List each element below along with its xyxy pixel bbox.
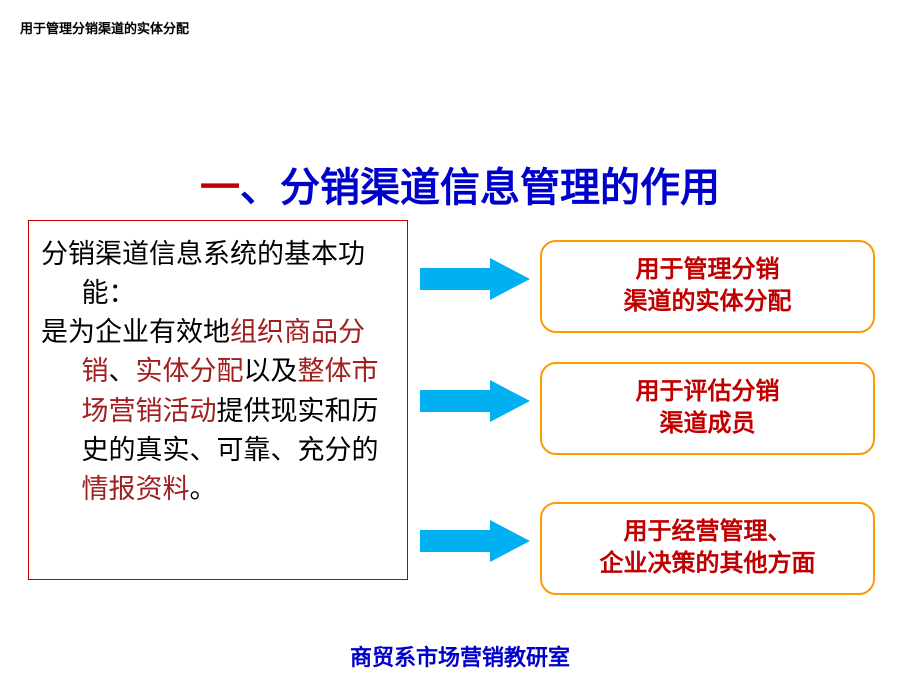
pill-2: 用于评估分销 渠道成员 [540, 362, 875, 455]
arrow-1 [420, 258, 530, 300]
slide-title: 一、分销渠道信息管理的作用 [0, 155, 920, 213]
pill-3: 用于经营管理、 企业决策的其他方面 [540, 502, 875, 595]
arrow-3 [420, 520, 530, 562]
header-small-text: 用于管理分销渠道的实体分配 [20, 18, 189, 37]
main-box-body: 是为企业有效地组织商品分销、实体分配以及整体市场营销活动提供现实和历史的真实、可… [41, 313, 395, 509]
pill-3-line2: 企业决策的其他方面 [600, 550, 816, 577]
pill-1: 用于管理分销 渠道的实体分配 [540, 240, 875, 333]
seg-e: 。 [190, 474, 217, 504]
pill-2-line2: 渠道成员 [660, 410, 756, 437]
pill-1-line1: 用于管理分销 [636, 256, 780, 283]
seg-b: 、 [109, 356, 136, 386]
hl-4: 情报资料 [82, 474, 190, 504]
title-prefix: 一 [200, 165, 240, 210]
main-definition-box: 分销渠道信息系统的基本功能： 是为企业有效地组织商品分销、实体分配以及整体市场营… [28, 220, 408, 580]
footer-text: 商贸系市场营销教研室 [0, 640, 920, 672]
hl-2: 实体分配 [136, 356, 244, 386]
seg-a: 是为企业有效地 [41, 317, 230, 347]
arrow-2 [420, 380, 530, 422]
title-main: 分销渠道信息管理的作用 [280, 165, 720, 210]
title-separator: 、 [240, 165, 280, 210]
pill-2-line1: 用于评估分销 [636, 378, 780, 405]
main-box-line1: 分销渠道信息系统的基本功能： [41, 235, 395, 313]
seg-c: 以及 [244, 356, 298, 386]
pill-1-line2: 渠道的实体分配 [624, 288, 792, 315]
pill-3-line1: 用于经营管理、 [624, 518, 792, 545]
